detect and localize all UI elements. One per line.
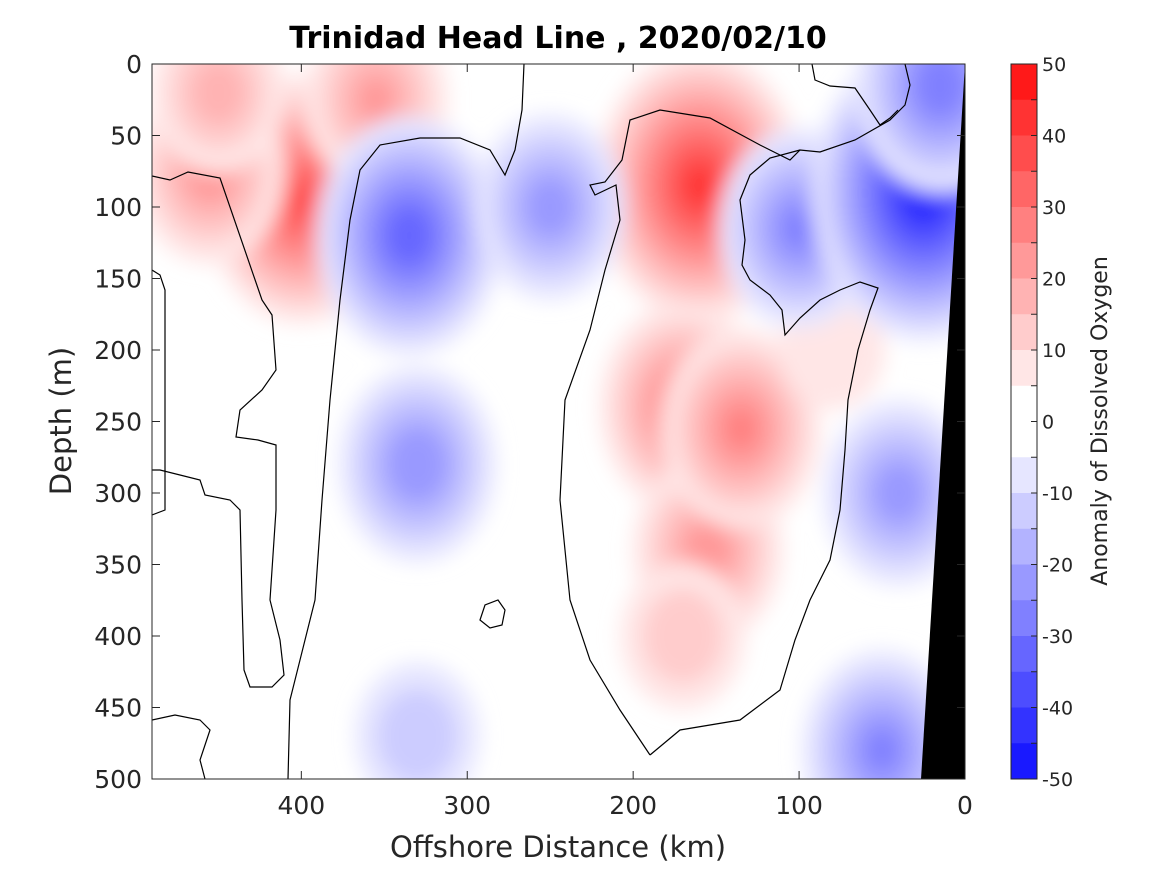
colorbar-label: Anomaly of Dissolved Oxygen — [1088, 256, 1113, 586]
colorbar-band — [1011, 385, 1037, 422]
colorbar-band — [1011, 707, 1037, 744]
colorbar-band — [1011, 493, 1037, 530]
y-tick-label: 350 — [94, 551, 142, 580]
positive-anomaly-band — [287, 182, 316, 218]
bathymetry-mask — [921, 64, 965, 779]
zero-contour-line — [287, 64, 525, 779]
positive-anomaly-band — [686, 168, 713, 203]
x-tick-label: 100 — [775, 791, 823, 820]
negative-anomaly-band — [783, 208, 816, 249]
colorbar-tick-label: -40 — [1042, 698, 1073, 720]
zero-contour-line — [649, 149, 879, 756]
colorbar-band — [1011, 314, 1037, 351]
x-axis-label: Offshore Distance (km) — [390, 830, 726, 864]
colorbar-band — [1011, 64, 1037, 101]
colorbar-band — [1011, 207, 1037, 244]
colorbar-band — [1011, 528, 1037, 565]
y-tick-label: 450 — [94, 694, 142, 723]
x-axis: 400 300 200 100 0 — [277, 64, 973, 820]
positive-anomaly-band — [725, 408, 758, 449]
colorbar-band — [1011, 135, 1037, 172]
colorbar-tick-label: 40 — [1042, 126, 1066, 148]
colorbar: 50 40 30 20 10 0 -10 -20 -30 -40 -50 — [1010, 54, 1073, 791]
y-tick-label: 50 — [110, 122, 142, 151]
plot-area — [152, 64, 965, 779]
colorbar-tick-label: 20 — [1042, 269, 1066, 291]
negative-anomaly-band — [874, 463, 923, 523]
zero-contour-line — [811, 64, 899, 126]
colorbar-tick-label: -30 — [1042, 626, 1073, 648]
zero-contour-line — [559, 64, 911, 756]
colorbar-tick-label: -10 — [1042, 483, 1073, 505]
colorbar-band — [1011, 564, 1037, 601]
colorbar-band — [1011, 743, 1037, 780]
colorbar-band — [1011, 671, 1037, 708]
negative-anomaly-band — [388, 427, 447, 501]
colorbar-band — [1011, 636, 1037, 673]
y-axis-label: Depth (m) — [44, 347, 78, 495]
x-tick-label: 300 — [443, 791, 491, 820]
negative-anomaly-band — [915, 64, 965, 117]
negative-anomaly-band — [866, 730, 899, 771]
y-tick-label: 500 — [94, 765, 142, 794]
colorbar-tick-label: 10 — [1042, 340, 1066, 362]
colorbar-band — [1011, 242, 1037, 279]
y-axis: 0 50 100 150 200 250 300 350 400 450 500 — [94, 50, 965, 794]
anomaly-field — [152, 64, 965, 779]
colorbar-band — [1011, 421, 1037, 458]
positive-anomaly-band — [190, 64, 247, 126]
y-tick-label: 300 — [94, 479, 142, 508]
colorbar-tick-label: -20 — [1042, 555, 1073, 577]
y-tick-label: 200 — [94, 336, 142, 365]
x-tick-label: 400 — [277, 791, 325, 820]
negative-anomaly-band — [386, 206, 432, 265]
y-tick-label: 250 — [94, 408, 142, 437]
colorbar-tick-label: 30 — [1042, 197, 1066, 219]
negative-anomaly-band — [377, 688, 458, 779]
y-tick-label: 400 — [94, 622, 142, 651]
zero-contour-line — [152, 269, 166, 516]
y-tick-label: 0 — [126, 50, 142, 79]
x-tick-label: 0 — [957, 791, 973, 820]
positive-anomaly-band — [357, 77, 394, 122]
colorbar-band — [1011, 457, 1037, 494]
colorbar-band — [1011, 350, 1037, 387]
colorbar-tick-label: 0 — [1042, 412, 1054, 434]
y-tick-label: 150 — [94, 265, 142, 294]
negative-anomaly-band — [526, 177, 575, 237]
y-tick-label: 100 — [94, 193, 142, 222]
chart-title: Trinidad Head Line , 2020/02/10 — [289, 21, 826, 56]
colorbar-tick-label: 50 — [1042, 54, 1066, 76]
colorbar-band — [1011, 278, 1037, 315]
positive-anomaly-band — [642, 588, 724, 684]
colorbar-band — [1011, 99, 1037, 136]
colorbar-band — [1011, 171, 1037, 208]
zero-contour-line — [152, 171, 285, 688]
colorbar-band — [1011, 600, 1037, 637]
colorbar-tick-label: -50 — [1042, 769, 1073, 791]
zero-contour-line — [152, 714, 211, 779]
zero-contours — [152, 64, 911, 779]
zero-contour-line — [479, 599, 506, 629]
x-tick-label: 200 — [609, 791, 657, 820]
